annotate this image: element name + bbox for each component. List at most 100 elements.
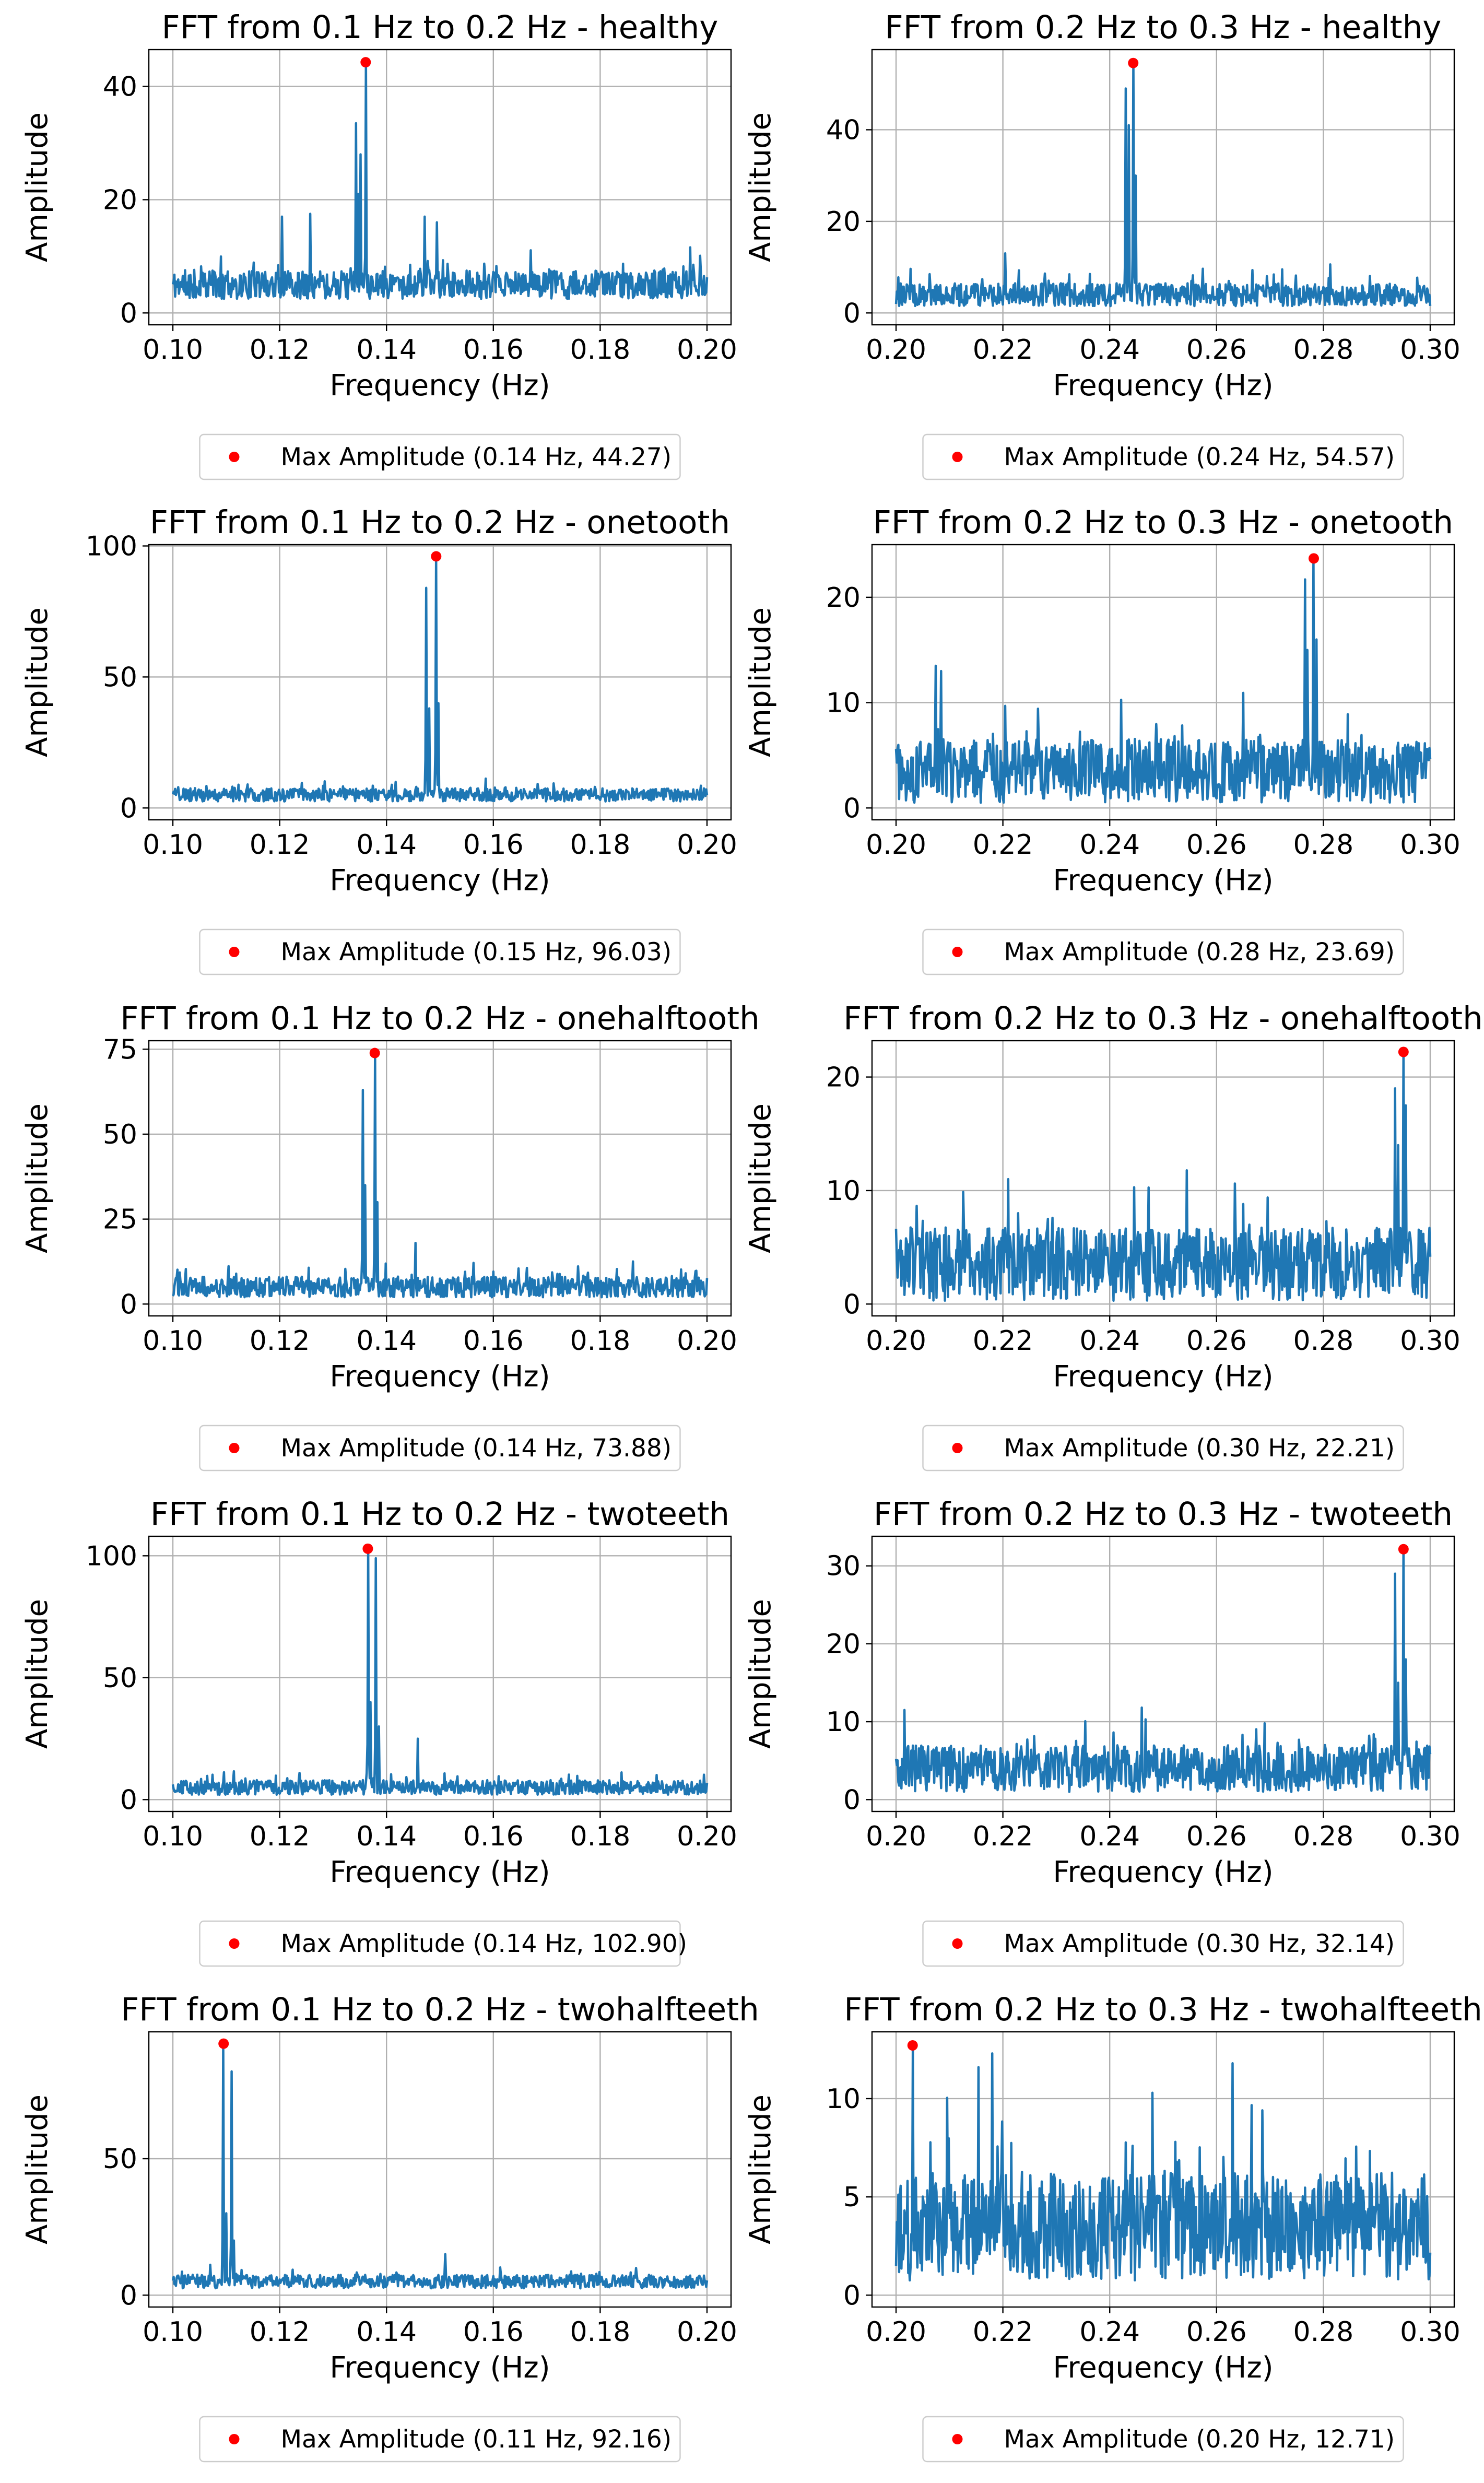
legend-box bbox=[922, 1425, 1404, 1472]
max-amplitude-point bbox=[1128, 57, 1139, 68]
amplitude-series-line bbox=[172, 1052, 709, 1299]
y-tick-label: 20 bbox=[826, 1062, 861, 1093]
x-tick-label: 0.12 bbox=[250, 2316, 310, 2348]
max-amplitude-point bbox=[360, 57, 371, 68]
x-tick-label: 0.24 bbox=[1079, 829, 1140, 861]
x-tick-label: 0.20 bbox=[866, 1325, 926, 1357]
legend: Max Amplitude (0.14 Hz, 102.90) bbox=[199, 1920, 688, 1967]
x-tick-label: 0.30 bbox=[1400, 829, 1461, 861]
x-axis-label: Frequency (Hz) bbox=[329, 1855, 550, 1889]
legend-label: Max Amplitude (0.20 Hz, 12.71) bbox=[1004, 2425, 1395, 2454]
x-axis-label: Frequency (Hz) bbox=[329, 1360, 550, 1394]
y-tick-label: 20 bbox=[826, 1629, 861, 1660]
y-tick-label: 5 bbox=[843, 2182, 861, 2213]
x-axis-label: Frequency (Hz) bbox=[1053, 1360, 1273, 1394]
fft-subplot-2: 0.20 0.22 0.24 0.26 0.28 0.30 0 20 40 FFT from 0.… bbox=[744, 9, 1461, 480]
x-tick-label: 0.22 bbox=[973, 1325, 1033, 1357]
amplitude-series-line bbox=[171, 555, 709, 803]
legend: Max Amplitude (0.14 Hz, 73.88) bbox=[199, 1425, 681, 1472]
y-tick-label: 0 bbox=[843, 298, 861, 329]
x-tick-label: 0.20 bbox=[677, 1821, 737, 1852]
x-tick-label: 0.12 bbox=[250, 1821, 310, 1852]
x-tick-label: 0.28 bbox=[1293, 1325, 1353, 1357]
x-tick-label: 0.18 bbox=[570, 829, 630, 861]
axes-frame bbox=[148, 1040, 732, 1317]
max-amplitude-point bbox=[369, 1048, 380, 1058]
x-tick-label: 0.20 bbox=[866, 829, 926, 861]
legend-box bbox=[199, 1920, 681, 1967]
x-tick-label: 0.24 bbox=[1079, 1821, 1140, 1852]
y-axis-label: Amplitude bbox=[744, 1599, 778, 1749]
legend-box bbox=[922, 1920, 1404, 1967]
axes-frame bbox=[871, 2031, 1455, 2308]
legend-label: Max Amplitude (0.30 Hz, 32.14) bbox=[1004, 1929, 1395, 1958]
x-tick-label: 0.10 bbox=[143, 829, 203, 861]
x-axis-label: Frequency (Hz) bbox=[329, 864, 550, 898]
y-axis-label: Amplitude bbox=[20, 1103, 54, 1253]
y-tick-label: 0 bbox=[120, 1784, 137, 1816]
x-tick-label: 0.22 bbox=[973, 334, 1033, 366]
y-tick-label: 0 bbox=[843, 1784, 861, 1816]
legend-marker bbox=[229, 947, 240, 957]
legend-label: Max Amplitude (0.28 Hz, 23.69) bbox=[1004, 938, 1395, 967]
legend-label: Max Amplitude (0.14 Hz, 102.90) bbox=[281, 1929, 688, 1958]
y-tick-label: 0 bbox=[120, 2280, 137, 2311]
chart-title: FFT from 0.1 Hz to 0.2 Hz - onehalftooth bbox=[120, 1000, 760, 1037]
legend: Max Amplitude (0.14 Hz, 44.27) bbox=[199, 433, 681, 480]
legend-box bbox=[922, 928, 1404, 975]
y-tick-label: 0 bbox=[120, 793, 137, 824]
x-tick-label: 0.28 bbox=[1293, 334, 1353, 366]
legend-marker bbox=[952, 2434, 963, 2444]
axes-frame bbox=[871, 1535, 1455, 1813]
axes-frame bbox=[871, 544, 1455, 821]
y-tick-label: 50 bbox=[103, 2144, 137, 2175]
x-tick-label: 0.16 bbox=[463, 1325, 524, 1357]
max-amplitude-point bbox=[1308, 553, 1319, 564]
x-tick-label: 0.14 bbox=[356, 334, 417, 366]
x-tick-label: 0.28 bbox=[1293, 1821, 1353, 1852]
max-amplitude-point bbox=[431, 551, 442, 562]
x-axis-label: Frequency (Hz) bbox=[329, 2351, 550, 2385]
fft-subplot-1: 0.10 0.12 0.14 0.16 0.18 0.20 0 20 40 FFT from 0.… bbox=[20, 9, 737, 480]
legend-marker bbox=[952, 947, 963, 957]
y-tick-label: 50 bbox=[103, 662, 137, 693]
chart-title: FFT from 0.1 Hz to 0.2 Hz - twohalfteeth bbox=[121, 1991, 759, 2028]
x-tick-label: 0.28 bbox=[1293, 829, 1353, 861]
legend-label: Max Amplitude (0.14 Hz, 73.88) bbox=[281, 1434, 672, 1463]
x-tick-label: 0.24 bbox=[1079, 2316, 1140, 2348]
x-tick-label: 0.26 bbox=[1186, 1325, 1247, 1357]
x-tick-label: 0.12 bbox=[250, 1325, 310, 1357]
y-tick-label: 0 bbox=[120, 1289, 137, 1320]
y-axis-label: Amplitude bbox=[744, 112, 778, 262]
x-tick-label: 0.14 bbox=[356, 829, 417, 861]
legend-label: Max Amplitude (0.14 Hz, 44.27) bbox=[281, 443, 672, 472]
y-tick-label: 75 bbox=[103, 1034, 137, 1065]
y-tick-label: 10 bbox=[826, 1707, 861, 1738]
legend-label: Max Amplitude (0.15 Hz, 96.03) bbox=[281, 938, 672, 967]
y-axis-label: Amplitude bbox=[744, 1103, 778, 1253]
y-tick-label: 40 bbox=[103, 71, 137, 102]
y-tick-label: 0 bbox=[843, 793, 861, 824]
x-tick-label: 0.12 bbox=[250, 829, 310, 861]
y-tick-label: 50 bbox=[103, 1663, 137, 1694]
x-tick-label: 0.10 bbox=[143, 1821, 203, 1852]
x-tick-label: 0.16 bbox=[463, 334, 524, 366]
y-axis-label: Amplitude bbox=[20, 607, 54, 757]
y-axis-label: Amplitude bbox=[744, 2094, 778, 2244]
y-tick-label: 30 bbox=[826, 1551, 861, 1582]
max-amplitude-point bbox=[1398, 1046, 1409, 1057]
max-amplitude-point bbox=[1398, 1544, 1409, 1555]
legend-marker bbox=[229, 1938, 240, 1949]
y-tick-label: 20 bbox=[103, 184, 137, 216]
legend-marker bbox=[229, 1443, 240, 1453]
x-tick-label: 0.16 bbox=[463, 2316, 524, 2348]
x-tick-label: 0.26 bbox=[1186, 1821, 1247, 1852]
legend-label: Max Amplitude (0.11 Hz, 92.16) bbox=[281, 2425, 672, 2454]
x-tick-label: 0.30 bbox=[1400, 1821, 1461, 1852]
x-tick-label: 0.18 bbox=[570, 334, 630, 366]
x-tick-label: 0.14 bbox=[356, 2316, 417, 2348]
x-tick-label: 0.30 bbox=[1400, 1325, 1461, 1357]
x-axis-label: Frequency (Hz) bbox=[1053, 1855, 1273, 1889]
x-tick-label: 0.22 bbox=[973, 1821, 1033, 1852]
